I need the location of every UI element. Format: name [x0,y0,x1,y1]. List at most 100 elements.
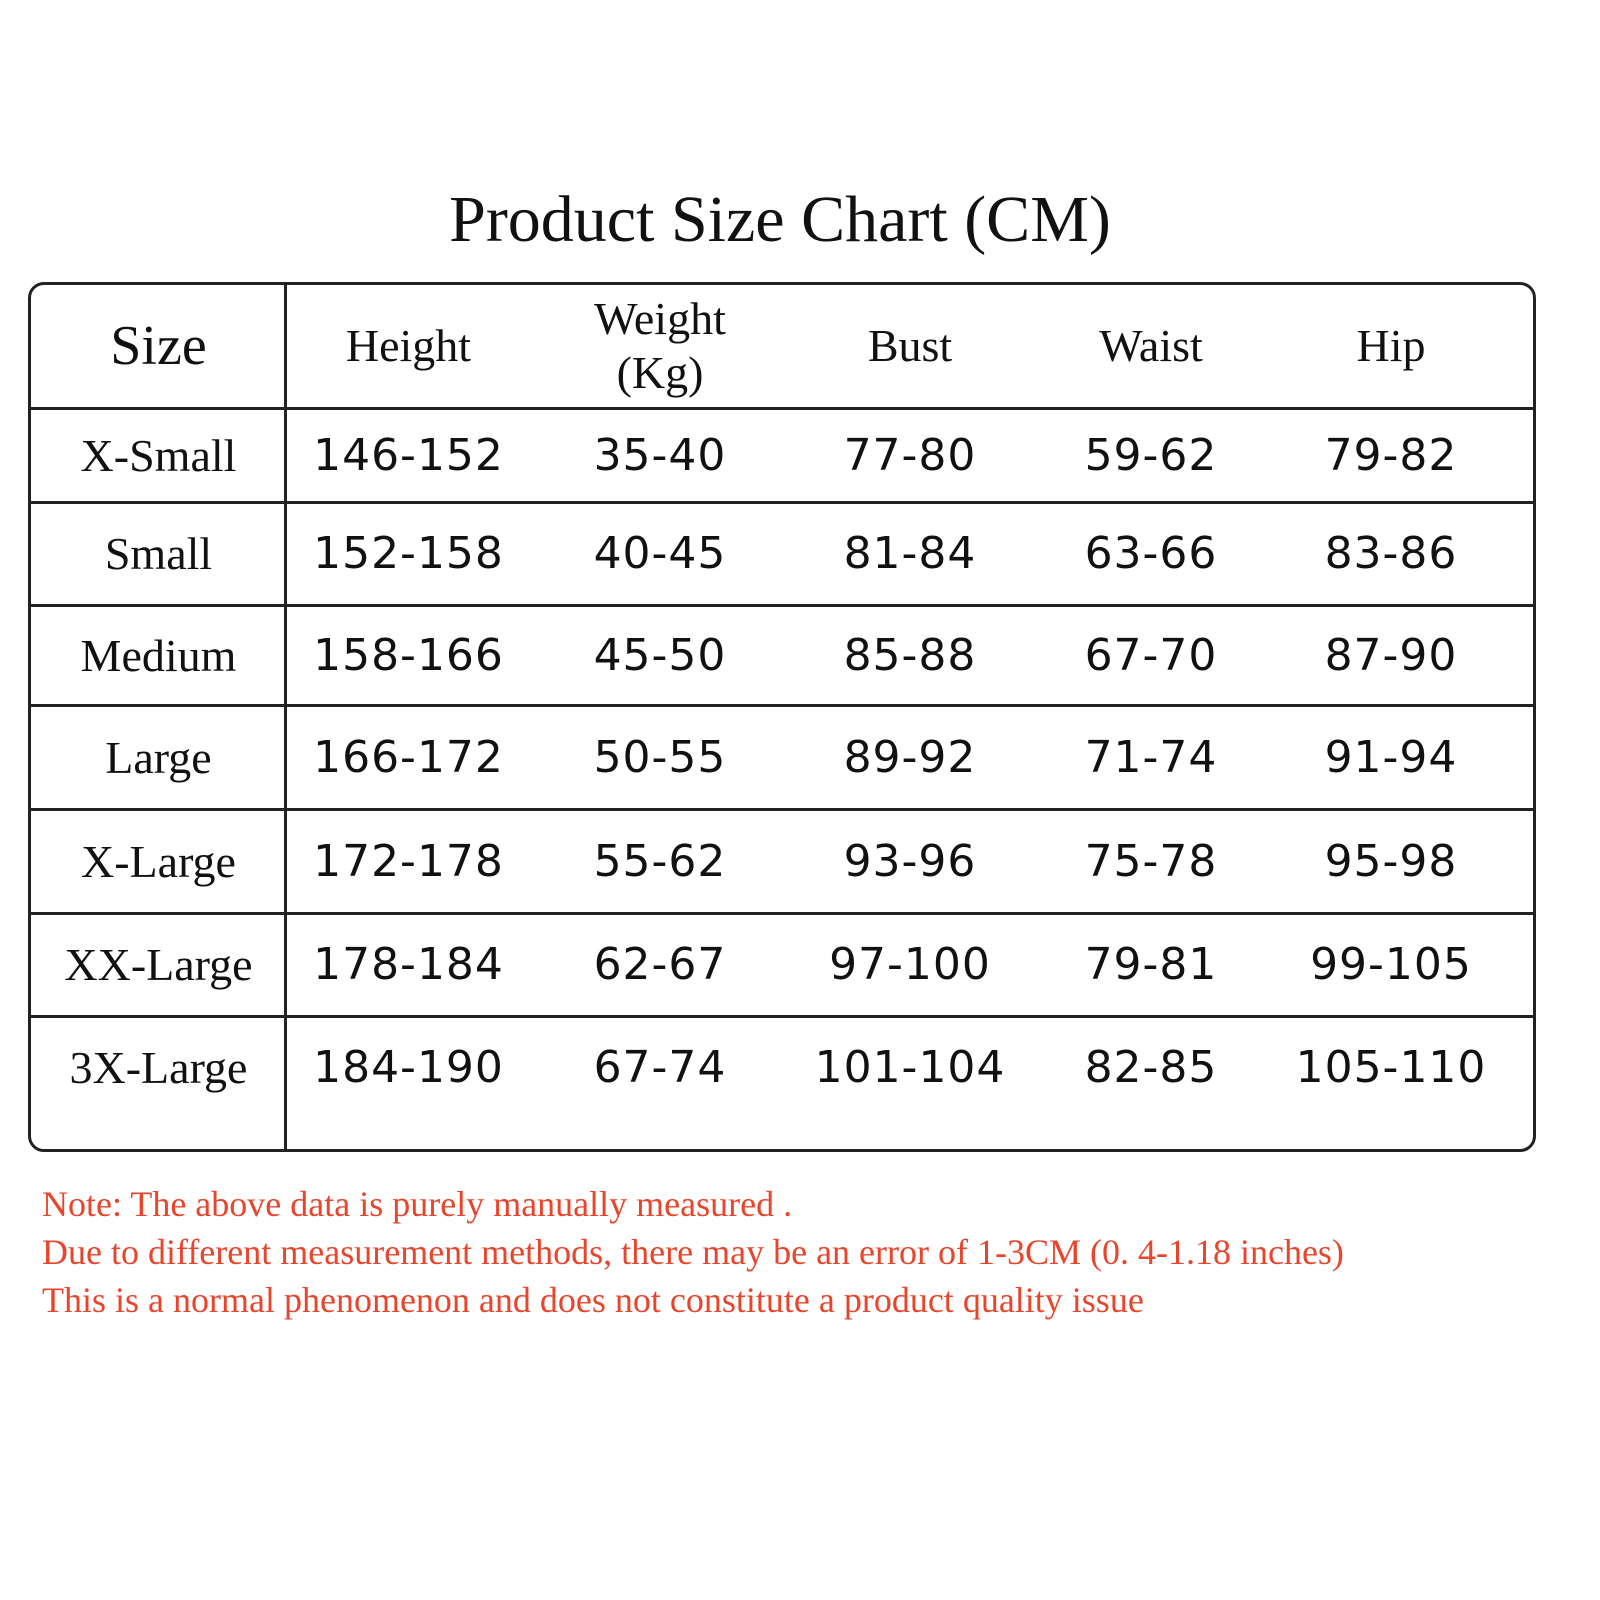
column-header: Bust [790,285,1030,407]
column-header: Waist [1030,285,1272,407]
measurement: 79-81 [1030,914,1272,1015]
measurement-text: 50-55 [593,731,727,783]
measurement-text: 99-105 [1310,939,1472,990]
column-header: Hip [1272,285,1510,407]
measurement-text: 158-166 [313,629,504,681]
size-label-text: XX-Large [64,939,253,990]
note-line: Note: The above data is purely manually … [42,1184,793,1224]
measurement-text: 59-62 [1084,429,1218,481]
measurement: 184-190 [287,1017,530,1117]
measurement: 95-98 [1272,810,1510,912]
measurement-text: 67-74 [593,1041,727,1093]
measurement: 101-104 [790,1017,1030,1117]
measurement: 35-40 [530,409,790,501]
measurement-text: 105-110 [1295,1041,1487,1093]
measurement: 82-85 [1030,1017,1272,1117]
size-label-text: Small [104,528,213,579]
size-label: X-Small [30,409,287,501]
measurement: 83-86 [1272,503,1510,604]
measurement: 63-66 [1030,503,1272,604]
measurement-text: 85-88 [843,629,977,681]
measurement: 77-80 [790,409,1030,501]
column-header-text: Weight (Kg) [594,293,726,398]
measurement-text: 152-158 [313,528,504,579]
measurement: 178-184 [287,914,530,1015]
measurement-text: 101-104 [814,1041,1006,1093]
title: Product Size Chart (CM) [449,183,1111,256]
column-header-text: Size [110,315,207,377]
measurement: 99-105 [1272,914,1510,1015]
measurement: 172-178 [287,810,530,912]
size-label: 3X-Large [30,1017,287,1117]
measurement-text: 35-40 [593,429,727,481]
measurement: 93-96 [790,810,1030,912]
measurement-text: 93-96 [843,835,977,887]
measurement-text: 89-92 [843,731,977,783]
measurement: 67-74 [530,1017,790,1117]
measurement: 105-110 [1272,1017,1510,1117]
row-divider [30,604,1536,607]
measurement: 146-152 [287,409,530,501]
measurement-text: 63-66 [1084,528,1218,579]
measurement-text: 75-78 [1084,835,1218,887]
measurement-text: 82-85 [1084,1041,1218,1093]
measurement: 67-70 [1030,606,1272,704]
measurement-text: 184-190 [313,1041,504,1093]
column-header-text: Hip [1356,320,1426,371]
size-label: Large [30,706,287,808]
size-label: XX-Large [30,914,287,1015]
measurement-text: 97-100 [829,939,991,990]
measurement-text: 79-81 [1084,939,1218,990]
measurement-text: 62-67 [593,939,727,990]
measurement: 40-45 [530,503,790,604]
row-divider [30,1015,1536,1018]
measurement: 59-62 [1030,409,1272,501]
measurement-text: 83-86 [1324,528,1458,579]
measurement-text: 77-80 [843,429,977,481]
measurement-text: 87-90 [1324,629,1458,681]
measurement-text: 95-98 [1324,835,1458,887]
row-divider [30,407,1536,410]
measurement-text: 40-45 [593,528,727,579]
measurement: 87-90 [1272,606,1510,704]
column-divider [284,283,287,1149]
column-header-text: Height [345,320,472,371]
measurement: 62-67 [530,914,790,1015]
measurement-text: 81-84 [843,528,977,579]
measurement: 45-50 [530,606,790,704]
measurement-text: 91-94 [1324,731,1458,783]
measurement-text: 172-178 [313,835,504,887]
column-header: Weight (Kg) [530,285,790,407]
size-label-text: 3X-Large [69,1041,248,1093]
measurement-text: 55-62 [593,835,727,887]
measurement: 79-82 [1272,409,1510,501]
measurement-text: 166-172 [313,731,504,783]
column-header-text: Bust [867,320,953,371]
table-frame [28,282,1536,1152]
row-divider [30,501,1536,504]
measurement-text: 45-50 [593,629,727,681]
measurement: 81-84 [790,503,1030,604]
note-line: This is a normal phenomenon and does not… [42,1280,1144,1320]
measurement-text: 71-74 [1084,731,1218,783]
measurement: 55-62 [530,810,790,912]
measurement: 75-78 [1030,810,1272,912]
notes: Note: The above data is purely manually … [42,1180,1344,1324]
row-divider [30,912,1536,915]
measurement: 158-166 [287,606,530,704]
size-label: X-Large [30,810,287,912]
size-label-text: Large [105,731,212,783]
measurement: 91-94 [1272,706,1510,808]
column-header: Size [30,285,287,407]
measurement-text: 178-184 [313,939,504,990]
measurement: 152-158 [287,503,530,604]
measurement: 89-92 [790,706,1030,808]
measurement: 50-55 [530,706,790,808]
size-label-text: X-Small [80,429,237,481]
column-header-text: Waist [1099,320,1203,371]
row-divider [30,808,1536,811]
size-label: Medium [30,606,287,704]
measurement-text: 67-70 [1084,629,1218,681]
measurement: 85-88 [790,606,1030,704]
